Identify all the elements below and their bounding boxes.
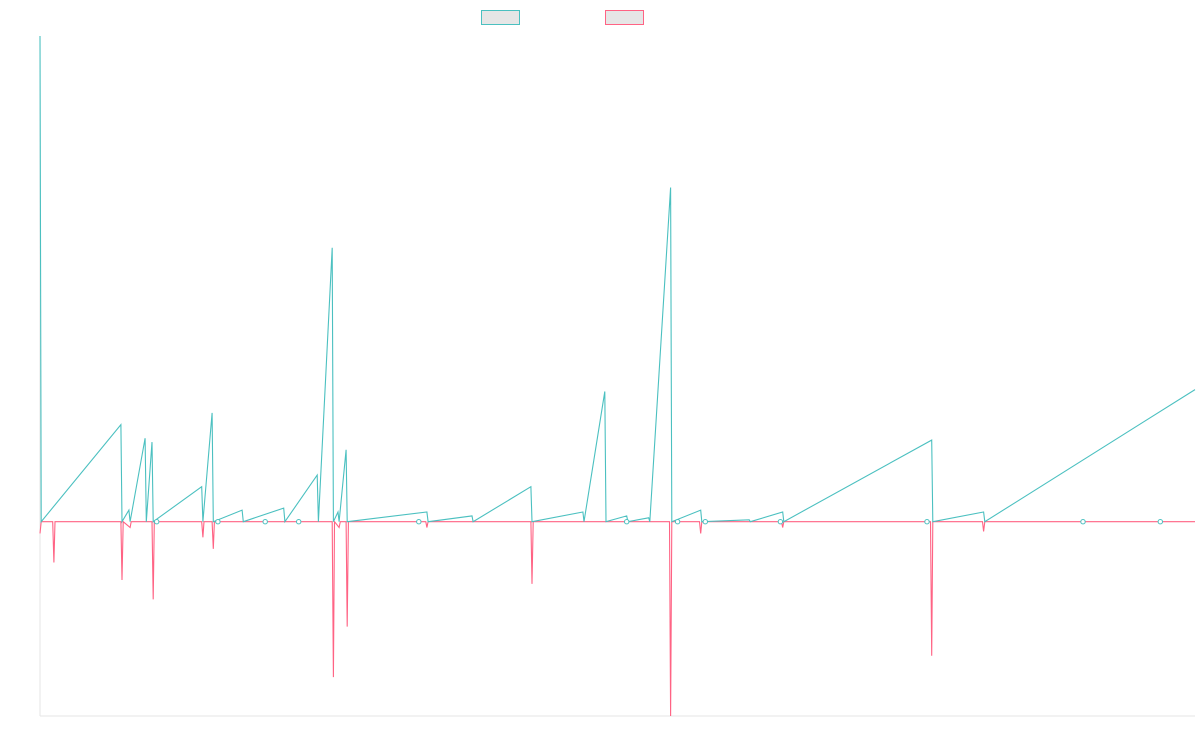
series-line-pink [39,520,1195,717]
chart-axes [39,36,1195,717]
data-point-marker [702,519,708,525]
marker-layer [154,519,1164,525]
data-point-marker [624,519,630,525]
data-point-marker [296,519,302,525]
data-point-marker [1080,519,1086,525]
data-point-marker [215,519,221,525]
data-point-marker [154,519,160,525]
data-point-marker [262,519,268,525]
data-point-marker [674,519,681,525]
data-point-marker [1157,519,1164,525]
series-layer [39,35,1196,717]
data-point-marker [777,519,784,525]
data-point-marker [924,519,930,525]
series-line-teal [39,35,1196,524]
legend-swatch-teal[interactable] [481,10,520,25]
data-point-marker [416,519,422,525]
legend-swatch-pink[interactable] [605,10,644,25]
